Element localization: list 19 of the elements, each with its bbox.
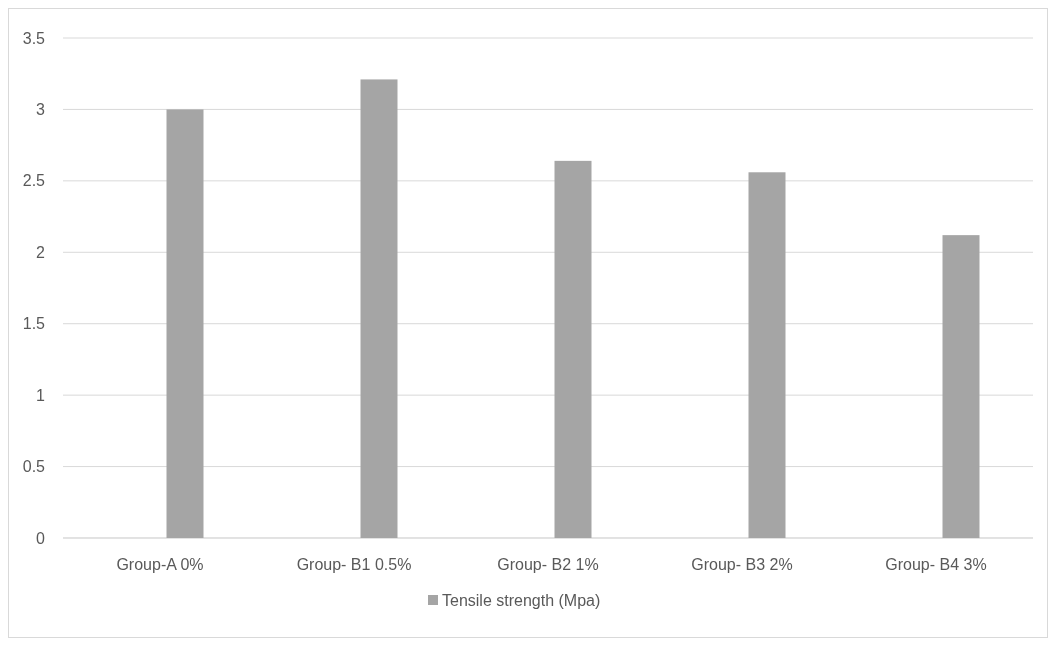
y-tick-label: 2: [36, 243, 46, 261]
y-tick-label: 3.5: [22, 29, 46, 47]
x-tick-label: Group-A 0%: [116, 556, 204, 573]
bar: [554, 160, 592, 538]
y-tick-label: 1.5: [22, 315, 46, 333]
bar: [166, 109, 204, 538]
y-tick-label: 0.5: [22, 458, 46, 476]
bar: [748, 172, 786, 538]
y-tick-label: 1: [36, 386, 46, 404]
x-tick-label: Group- B2 1%: [497, 556, 599, 573]
y-tick-label: 2.5: [22, 172, 46, 190]
bar: [360, 79, 398, 538]
y-tick-label: 0: [36, 529, 46, 547]
x-tick-label: Group- B3 2%: [691, 556, 793, 573]
y-tick-label: 3: [36, 101, 46, 119]
x-tick-label: Group- B1 0.5%: [296, 556, 412, 573]
bar: [942, 235, 980, 538]
legend-label: Tensile strength (Mpa): [442, 591, 601, 609]
x-tick-label: Group- B4 3%: [885, 556, 987, 573]
